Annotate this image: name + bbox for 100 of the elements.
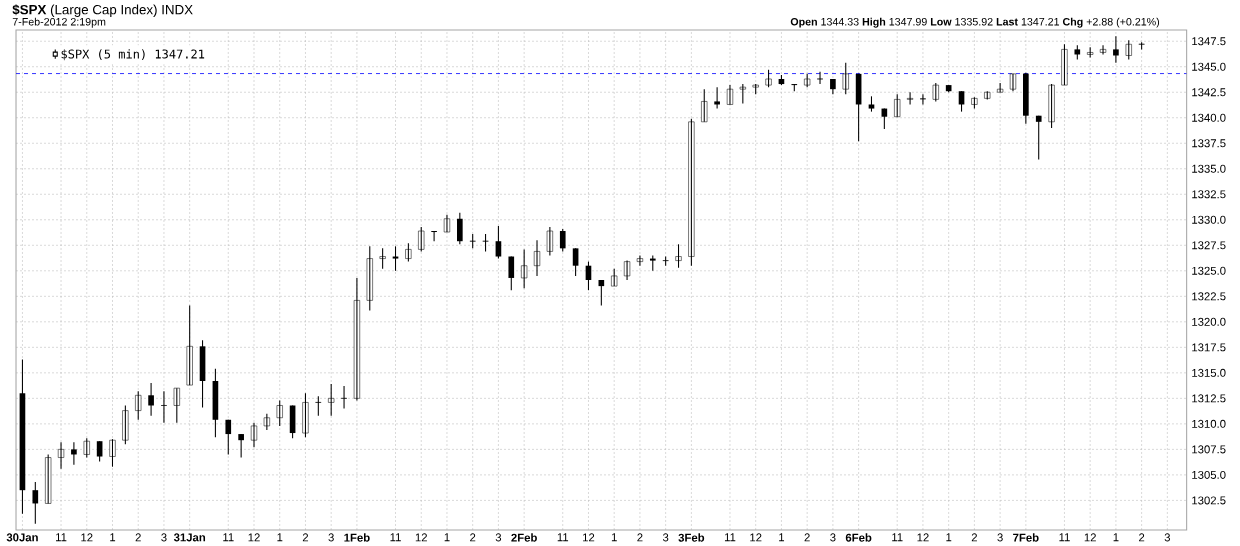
- x-tick-label: 3: [161, 533, 167, 542]
- x-tick-label: 1Feb: [344, 533, 370, 542]
- candlestick: [405, 242, 412, 263]
- candlestick: [1099, 44, 1107, 56]
- x-tick-label: 2: [804, 533, 810, 542]
- x-tick-label: 6Feb: [845, 533, 872, 542]
- y-tick-label: 1345.0: [1192, 62, 1226, 71]
- x-tick-label: 2Feb: [511, 533, 537, 542]
- candlestick: [83, 437, 90, 459]
- candlestick: [186, 304, 193, 386]
- candlestick: [1061, 43, 1068, 86]
- y-tick-label: 1307.5: [1192, 445, 1226, 454]
- x-tick-label: 1: [1113, 533, 1119, 542]
- candlestick: [971, 96, 978, 110]
- candlestick: [932, 82, 939, 102]
- x-tick-label: 12: [81, 533, 93, 542]
- candlestick: [521, 248, 528, 289]
- x-tick-label: 12: [1084, 533, 1096, 542]
- x-tick-label: 1: [444, 533, 450, 542]
- candlestick: [997, 82, 1004, 93]
- x-tick-label: 12: [750, 533, 762, 542]
- x-tick-label: 1: [277, 533, 283, 542]
- candlestick: [109, 438, 116, 468]
- candlestick: [842, 62, 849, 95]
- y-tick-label: 1310.0: [1192, 419, 1226, 428]
- y-tick-label: 1347.5: [1192, 37, 1226, 46]
- x-tick-label: 11: [724, 533, 736, 542]
- x-tick-label: 1: [946, 533, 952, 542]
- y-tick-label: 1332.5: [1192, 190, 1226, 199]
- x-tick-label: 31Jan: [173, 533, 206, 542]
- x-tick-label: 2: [135, 533, 141, 542]
- candlestick: [443, 214, 451, 233]
- x-tick-label: 2: [470, 533, 476, 542]
- x-tick-label: 3Feb: [678, 533, 705, 542]
- legend-label: $SPX (5 min) 1347.21: [61, 49, 205, 61]
- x-tick-label: 2: [302, 533, 309, 542]
- x-tick-label: 2: [637, 533, 643, 542]
- x-tick-label: 1: [110, 533, 116, 542]
- y-tick-label: 1322.5: [1192, 292, 1226, 301]
- text: Open 1344.33 High 1347.99 Low 1335.92 Last 1347.21 Chg +2.88 (+0.21%): [790, 17, 1160, 28]
- candlestick: [894, 93, 901, 118]
- chart-title: $SPX (Large Cap Index) INDX: [12, 4, 193, 17]
- candlestick: [379, 247, 386, 270]
- x-tick-label: 3: [328, 533, 334, 542]
- candlestick: [804, 73, 811, 88]
- x-tick-label: 1: [611, 533, 617, 542]
- x-tick-label: 12: [917, 533, 929, 542]
- y-tick-label: 1320.0: [1192, 317, 1226, 326]
- x-tick-label: 12: [248, 533, 260, 542]
- y-tick-label: 1312.5: [1192, 394, 1226, 403]
- y-tick-label: 1315.0: [1192, 368, 1226, 377]
- y-tick-label: 1327.5: [1192, 241, 1226, 250]
- x-tick-label: 12: [415, 533, 427, 542]
- y-tick-label: 1335.0: [1192, 164, 1226, 173]
- x-tick-label: 11: [1059, 533, 1070, 542]
- x-tick-label: 11: [390, 533, 401, 542]
- y-tick-label: 1337.5: [1192, 139, 1226, 148]
- chart-subtitle: 7-Feb-2012 2:19pm: [12, 17, 106, 28]
- y-tick-label: 1317.5: [1192, 343, 1226, 352]
- candlestick: [302, 392, 309, 438]
- y-tick-label: 1305.0: [1192, 470, 1226, 479]
- candlestick: [45, 453, 52, 504]
- y-tick-label: 1302.5: [1192, 496, 1226, 505]
- x-tick-label: 11: [557, 533, 569, 542]
- candlestick: [739, 83, 746, 104]
- x-tick-label: 1: [779, 533, 785, 542]
- x-tick-label: 2: [971, 533, 977, 542]
- x-tick-label: 3: [997, 533, 1003, 542]
- x-tick-label: 30Jan: [6, 533, 38, 542]
- y-tick-label: 1342.5: [1192, 88, 1226, 97]
- candlestick: [701, 88, 708, 123]
- y-tick-label: 1340.0: [1192, 113, 1226, 122]
- candlestick: [1125, 39, 1132, 61]
- candlestick: [328, 383, 335, 417]
- x-tick-label: 2: [1139, 533, 1145, 542]
- candlestick: [122, 404, 129, 445]
- candlestick: [675, 243, 682, 269]
- x-tick-label: 3: [495, 533, 502, 542]
- candlestick: [135, 390, 142, 421]
- candlestick: [752, 83, 759, 95]
- x-tick-label: 12: [583, 533, 595, 542]
- y-tick-label: 1325.0: [1192, 266, 1226, 275]
- candlestick: [636, 254, 644, 267]
- candlestick: [688, 118, 695, 267]
- candlestick: [276, 399, 283, 427]
- candlestick: [263, 413, 270, 431]
- x-tick-label: 7Feb: [1013, 533, 1039, 542]
- x-tick-label: 11: [223, 533, 234, 542]
- x-tick-label: 3: [662, 533, 669, 542]
- candlestick: [906, 91, 914, 106]
- candlestick: [1087, 46, 1094, 59]
- candlestick: [173, 387, 180, 424]
- candlestick: [418, 226, 425, 252]
- x-tick-label: 3: [830, 533, 836, 542]
- x-tick-label: 3: [1164, 533, 1171, 542]
- candlestick: [1048, 83, 1055, 129]
- candlestick: [366, 245, 373, 312]
- y-tick-label: 1330.0: [1192, 215, 1226, 224]
- x-tick-label: 11: [892, 533, 903, 542]
- x-tick-label: 11: [56, 533, 67, 542]
